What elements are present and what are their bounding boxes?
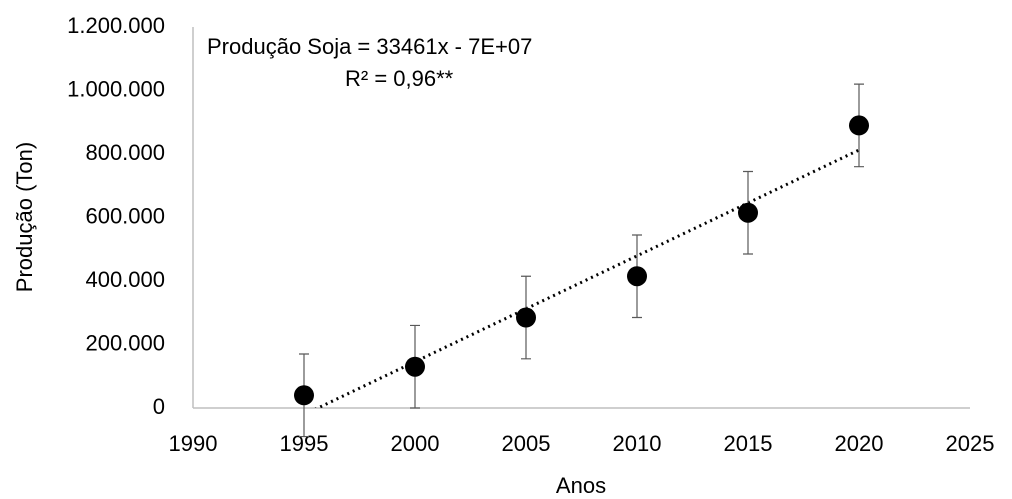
y-tick-label: 400.000 (85, 267, 165, 292)
x-tick-label: 2000 (391, 431, 440, 456)
y-tick-label: 1.200.000 (67, 13, 165, 38)
x-tick-label: 2020 (835, 431, 884, 456)
x-axis-title: Anos (556, 473, 606, 498)
x-tick-label: 2015 (724, 431, 773, 456)
point (627, 266, 647, 287)
r-squared: R² = 0,96** (345, 66, 454, 91)
x-tick-label: 2025 (946, 431, 995, 456)
trendline (314, 148, 860, 408)
point (738, 202, 758, 223)
y-tick-label: 600.000 (85, 203, 165, 228)
point (405, 356, 425, 377)
point (516, 307, 536, 328)
x-tick-label: 2010 (613, 431, 662, 456)
y-tick-label: 200.000 (85, 330, 165, 355)
point (849, 115, 869, 136)
equation: Produção Soja = 33461x - 7E+07 (207, 34, 532, 59)
x-tick-label: 2005 (502, 431, 551, 456)
y-axis-title: Produção (Ton) (12, 142, 37, 292)
point (294, 385, 314, 406)
y-tick-label: 1.000.000 (67, 76, 165, 101)
x-tick-label: 1990 (169, 431, 218, 456)
y-tick-label: 800.000 (85, 140, 165, 165)
y-tick-label: 0 (153, 394, 165, 419)
